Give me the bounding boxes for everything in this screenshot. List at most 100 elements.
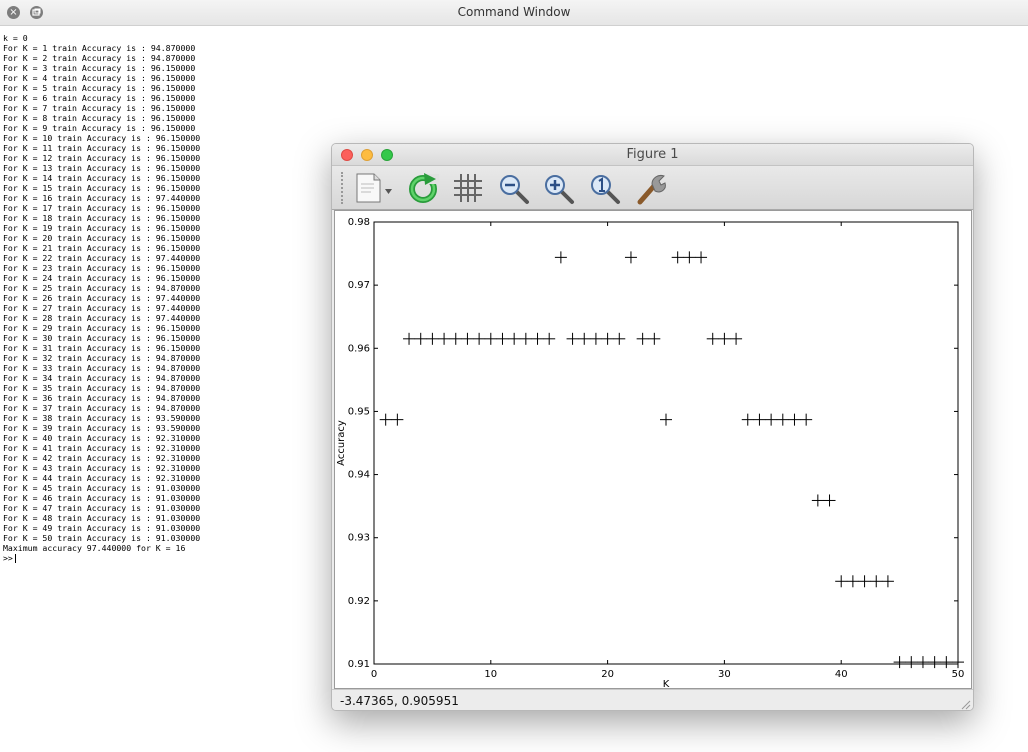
plot-area[interactable]: 0.91 0.92 0.93 0.94 0.95 0.96 0.97 0.98 0 10 20 30…: [334, 210, 972, 690]
data-point: [589, 332, 602, 345]
console-line: For K = 40 train Accuracy is : 92.310000: [3, 433, 201, 443]
console-line: For K = 47 train Accuracy is : 91.030000: [3, 503, 201, 513]
data-point: [916, 656, 929, 669]
console-line: For K = 6 train Accuracy is : 96.150000: [3, 93, 196, 103]
data-point: [601, 332, 614, 345]
figure-window[interactable]: Figure 1: [331, 143, 974, 711]
y-tick-label: 0.94: [348, 470, 370, 481]
data-point: [683, 251, 696, 264]
console-line: For K = 25 train Accuracy is : 94.870000: [3, 283, 201, 293]
y-tick-label: 0.96: [348, 343, 370, 354]
console-line: For K = 43 train Accuracy is : 92.310000: [3, 463, 201, 473]
console-line: For K = 39 train Accuracy is : 93.590000: [3, 423, 201, 433]
data-point: [636, 332, 649, 345]
zoom-reset-icon[interactable]: [587, 170, 623, 206]
data-point: [858, 575, 871, 588]
y-tick-label: 0.91: [348, 659, 370, 670]
x-axis-label: K: [663, 679, 670, 688]
y-tick-label: 0.95: [348, 406, 370, 417]
console-output[interactable]: k = 0 For K = 1 train Accuracy is : 94.87…: [3, 33, 333, 563]
data-point: [449, 332, 462, 345]
data-point: [730, 332, 743, 345]
toolbar-grip-icon[interactable]: [341, 172, 345, 204]
data-point: [788, 413, 801, 426]
figure-titlebar[interactable]: Figure 1: [332, 144, 973, 166]
data-point: [648, 332, 661, 345]
zoom-in-icon[interactable]: [541, 170, 577, 206]
data-point: [519, 332, 532, 345]
close-window-button[interactable]: [341, 149, 353, 161]
data-point: [776, 413, 789, 426]
console-line: For K = 13 train Accuracy is : 96.150000: [3, 163, 201, 173]
console-line: For K = 23 train Accuracy is : 96.150000: [3, 263, 201, 273]
console-line: For K = 7 train Accuracy is : 96.150000: [3, 103, 196, 113]
restore-icon[interactable]: [30, 6, 43, 19]
console-line: For K = 33 train Accuracy is : 94.870000: [3, 363, 201, 373]
data-point: [893, 656, 906, 669]
console-prompt[interactable]: >>: [3, 553, 333, 563]
data-point: [438, 332, 451, 345]
console-line: For K = 32 train Accuracy is : 94.870000: [3, 353, 201, 363]
data-point: [403, 332, 416, 345]
console-line: For K = 20 train Accuracy is : 96.150000: [3, 233, 201, 243]
console-line: For K = 14 train Accuracy is : 96.150000: [3, 173, 201, 183]
console-line: For K = 38 train Accuracy is : 93.590000: [3, 413, 201, 423]
command-window-titlebar: × Command Window: [0, 0, 1028, 26]
figure-title: Figure 1: [626, 147, 679, 162]
data-point: [905, 656, 918, 669]
data-point: [566, 332, 579, 345]
window-title: Command Window: [457, 5, 571, 19]
minimize-window-button[interactable]: [361, 149, 373, 161]
data-point: [496, 332, 509, 345]
console-line: For K = 8 train Accuracy is : 96.150000: [3, 113, 196, 123]
data-point: [800, 413, 813, 426]
grid-icon[interactable]: [450, 170, 486, 206]
data-point: [835, 575, 848, 588]
console-line: For K = 16 train Accuracy is : 97.440000: [3, 193, 201, 203]
figure-toolbar: [332, 166, 973, 210]
x-tick-label: 50: [952, 669, 965, 680]
data-point: [426, 332, 439, 345]
data-point: [473, 332, 486, 345]
cursor-coordinates: -3.47365, 0.905951: [340, 694, 459, 708]
console-line: For K = 46 train Accuracy is : 91.030000: [3, 493, 201, 503]
refresh-icon[interactable]: [405, 170, 441, 206]
y-tick-label: 0.93: [348, 533, 370, 544]
console-line: For K = 42 train Accuracy is : 92.310000: [3, 453, 201, 463]
console-line: For K = 44 train Accuracy is : 92.310000: [3, 473, 201, 483]
console-line: k = 0: [3, 33, 28, 43]
y-tick-label: 0.98: [348, 217, 370, 228]
console-line: For K = 18 train Accuracy is : 96.150000: [3, 213, 201, 223]
console-line: For K = 26 train Accuracy is : 97.440000: [3, 293, 201, 303]
console-line: For K = 45 train Accuracy is : 91.030000: [3, 483, 201, 493]
zoom-window-button[interactable]: [381, 149, 393, 161]
console-line: For K = 21 train Accuracy is : 96.150000: [3, 243, 201, 253]
data-point: [823, 494, 836, 507]
console-line: For K = 17 train Accuracy is : 96.150000: [3, 203, 201, 213]
console-line: For K = 37 train Accuracy is : 94.870000: [3, 403, 201, 413]
data-point: [484, 332, 497, 345]
new-document-icon[interactable]: [352, 170, 394, 206]
console-line: For K = 5 train Accuracy is : 96.150000: [3, 83, 196, 93]
close-icon[interactable]: ×: [7, 6, 20, 19]
x-tick-label: 30: [718, 669, 731, 680]
data-point: [695, 251, 708, 264]
data-point: [952, 656, 964, 669]
data-point: [461, 332, 474, 345]
console-line: For K = 3 train Accuracy is : 96.150000: [3, 63, 196, 73]
zoom-out-icon[interactable]: [496, 170, 532, 206]
status-bar: -3.47365, 0.905951: [332, 689, 973, 710]
console-line: For K = 15 train Accuracy is : 96.150000: [3, 183, 201, 193]
settings-wrench-icon[interactable]: [634, 170, 670, 206]
console-line: For K = 27 train Accuracy is : 97.440000: [3, 303, 201, 313]
resize-grip-icon[interactable]: [960, 699, 971, 710]
y-axis-label: Accuracy: [336, 420, 347, 466]
data-point: [870, 575, 883, 588]
scatter-chart[interactable]: 0.91 0.92 0.93 0.94 0.95 0.96 0.97 0.98 0 10 20 30…: [335, 211, 971, 690]
console-line: For K = 19 train Accuracy is : 96.150000: [3, 223, 201, 233]
x-tick-label: 10: [484, 669, 497, 680]
console-line: For K = 4 train Accuracy is : 96.150000: [3, 73, 196, 83]
console-line: For K = 48 train Accuracy is : 91.030000: [3, 513, 201, 523]
data-point: [531, 332, 544, 345]
console-line: For K = 22 train Accuracy is : 97.440000: [3, 253, 201, 263]
